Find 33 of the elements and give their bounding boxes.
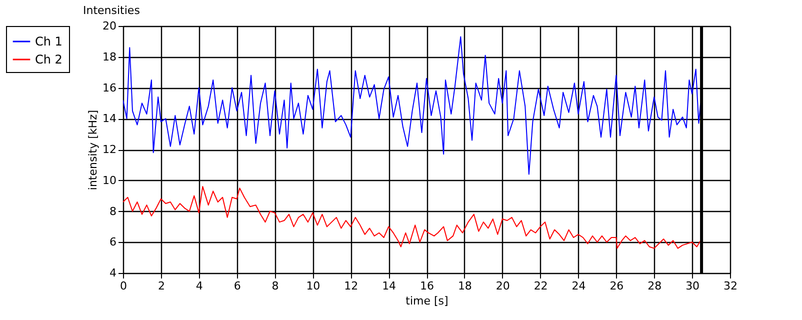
x-tick-label: 32 <box>724 280 738 292</box>
legend-label: Ch 1 <box>35 34 62 48</box>
x-tick-label: 14 <box>382 280 396 292</box>
x-tick-label: 4 <box>196 280 203 292</box>
y-tick-label: 6 <box>110 236 116 249</box>
y-tick-label: 16 <box>102 81 116 94</box>
y-tick-label: 12 <box>102 143 116 156</box>
x-axis-title: time [s] <box>406 294 448 308</box>
x-tick-label: 30 <box>686 280 700 292</box>
line-series <box>123 36 702 175</box>
x-tick-label: 24 <box>572 280 586 292</box>
x-tick-label: 12 <box>344 280 358 292</box>
chart-title: Intensities <box>83 4 140 17</box>
x-tick-label: 8 <box>272 280 279 292</box>
x-tick-label: 2 <box>158 280 165 292</box>
x-tick-label: 26 <box>610 280 624 292</box>
x-tick-label: 22 <box>534 280 548 292</box>
y-tick-label: 4 <box>110 266 116 280</box>
line-series <box>123 186 702 249</box>
y-tick-label: 18 <box>102 50 116 64</box>
y-tick-label: 20 <box>102 20 116 32</box>
x-tick-label: 6 <box>234 280 241 292</box>
x-tick-label: 28 <box>648 280 662 292</box>
y-axis-title: intensity [kHz] <box>86 110 100 190</box>
x-tick-label: 16 <box>420 280 434 292</box>
y-tick-label: 10 <box>102 174 116 187</box>
y-tick-label: 14 <box>102 112 116 126</box>
x-tick-label: 10 <box>306 280 320 292</box>
x-tick-label: 0 <box>120 280 127 292</box>
x-tick-label: 20 <box>496 280 510 292</box>
y-tick-label: 8 <box>110 204 116 218</box>
legend-label: Ch 2 <box>35 52 62 66</box>
x-tick-label: 18 <box>458 280 472 292</box>
